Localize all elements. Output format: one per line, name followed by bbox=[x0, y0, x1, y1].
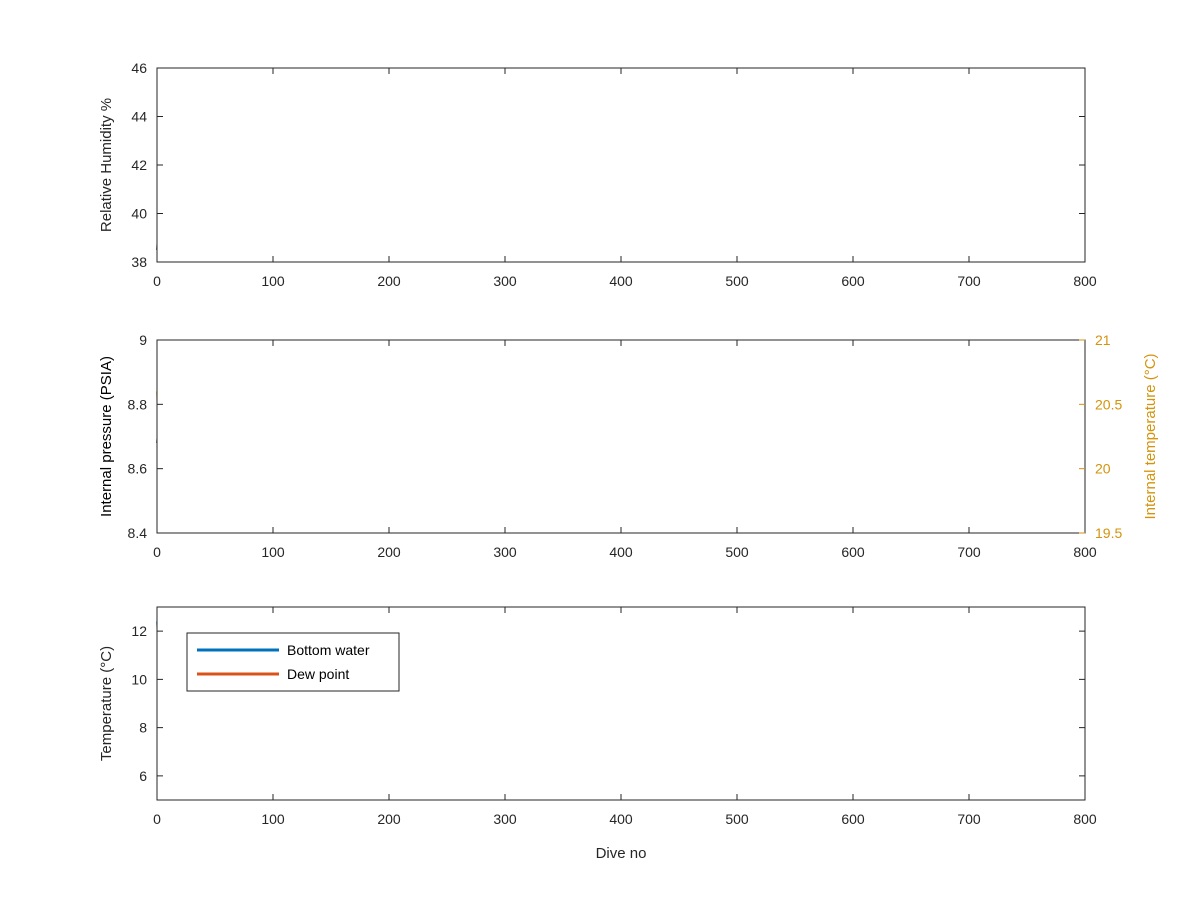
x-tick-label: 300 bbox=[493, 544, 517, 560]
x-tick-label: 400 bbox=[609, 811, 633, 827]
x-tick-label: 500 bbox=[725, 273, 749, 289]
y-tick-label: 6 bbox=[139, 768, 147, 784]
x-tick-label: 300 bbox=[493, 273, 517, 289]
x-tick-label: 200 bbox=[377, 544, 401, 560]
y-axis-label: Temperature (°C) bbox=[98, 646, 115, 761]
x-tick-label: 800 bbox=[1073, 544, 1097, 560]
legend: Bottom water Dew point bbox=[186, 632, 400, 692]
y-tick-label: 9 bbox=[139, 332, 147, 348]
y-tick-label: 44 bbox=[131, 109, 147, 125]
x-tick-label: 600 bbox=[841, 811, 865, 827]
legend-label: Bottom water bbox=[287, 642, 370, 658]
y-right-axis-label: Internal temperature (°C) bbox=[1142, 353, 1159, 519]
x-tick-label: 100 bbox=[261, 544, 285, 560]
y-right-tick-label: 20.5 bbox=[1095, 396, 1122, 412]
y-tick-label: 12 bbox=[131, 623, 147, 639]
x-tick-label: 0 bbox=[153, 544, 161, 560]
x-tick-label: 0 bbox=[153, 811, 161, 827]
x-axis-label: Dive no bbox=[596, 845, 647, 862]
y-tick-label: 8 bbox=[139, 720, 147, 736]
axes-frame bbox=[156, 339, 1086, 534]
y-axis-label: Internal pressure (PSIA) bbox=[98, 356, 115, 517]
y-axis-label: Relative Humidity % bbox=[98, 98, 115, 232]
panel-1: 0 100 200 300 400 500 600 700 800 38 40 42 44 46 Relat… bbox=[98, 60, 1097, 289]
y-tick-label: 8.4 bbox=[128, 525, 148, 541]
x-tick-label: 500 bbox=[725, 544, 749, 560]
x-tick-label: 500 bbox=[725, 811, 749, 827]
x-tick-label: 800 bbox=[1073, 811, 1097, 827]
x-tick-label: 300 bbox=[493, 811, 517, 827]
y-tick-label: 10 bbox=[131, 671, 147, 687]
x-tick-label: 700 bbox=[957, 811, 981, 827]
x-tick-label: 200 bbox=[377, 273, 401, 289]
panel-3: 0 100 200 300 400 500 600 700 800 6 8 10 12 Temperatu… bbox=[98, 606, 1097, 862]
y-tick-label: 46 bbox=[131, 60, 147, 76]
x-tick-label: 800 bbox=[1073, 273, 1097, 289]
x-tick-label: 700 bbox=[957, 273, 981, 289]
x-tick-label: 600 bbox=[841, 273, 865, 289]
x-tick-label: 600 bbox=[841, 544, 865, 560]
y-tick-label: 42 bbox=[131, 157, 147, 173]
x-tick-label: 400 bbox=[609, 544, 633, 560]
axes-frame bbox=[156, 67, 1086, 263]
y-tick-label: 40 bbox=[131, 206, 147, 222]
legend-label: Dew point bbox=[287, 666, 349, 682]
y-tick-label: 8.8 bbox=[128, 396, 148, 412]
y-right-tick-label: 20 bbox=[1095, 461, 1111, 477]
y-right-tick-label: 19.5 bbox=[1095, 525, 1122, 541]
x-tick-label: 700 bbox=[957, 544, 981, 560]
legend-box bbox=[186, 632, 400, 692]
x-tick-label: 0 bbox=[153, 273, 161, 289]
y-tick-label: 8.6 bbox=[128, 461, 148, 477]
x-tick-label: 100 bbox=[261, 811, 285, 827]
x-tick-label: 400 bbox=[609, 273, 633, 289]
y-tick-label: 38 bbox=[131, 254, 147, 270]
x-tick-label: 100 bbox=[261, 273, 285, 289]
x-tick-label: 200 bbox=[377, 811, 401, 827]
panel-2: 0 100 200 300 400 500 600 700 800 8.4 8.6 8.8 9 19.5 2… bbox=[98, 332, 1159, 560]
y-right-tick-label: 21 bbox=[1095, 332, 1111, 348]
